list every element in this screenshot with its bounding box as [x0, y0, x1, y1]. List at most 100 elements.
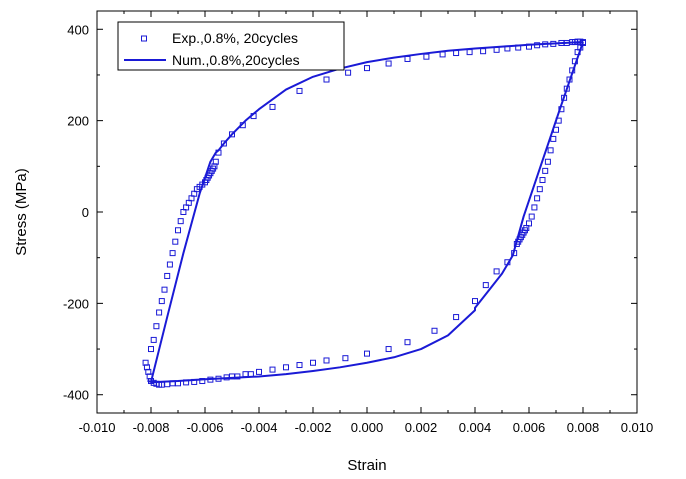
legend: Exp.,0.8%, 20cycles Num.,0.8%,20cycles	[117, 21, 345, 71]
legend-marker-exp	[141, 35, 147, 42]
exp-data-point	[175, 227, 181, 234]
exp-data-point	[296, 87, 303, 94]
exp-data-point	[207, 376, 214, 383]
exp-data-point	[150, 336, 157, 343]
series-layer	[142, 38, 586, 388]
exp-data-point	[542, 41, 549, 48]
exp-data-point	[342, 355, 349, 362]
exp-data-point	[526, 43, 532, 50]
exp-data-point	[269, 366, 276, 373]
exp-data-point	[453, 314, 460, 321]
exp-data-point	[515, 44, 522, 51]
exp-data-point	[534, 195, 541, 202]
x-tick-label: -0.002	[295, 420, 332, 435]
exp-data-point	[310, 359, 316, 366]
exp-data-point	[558, 106, 565, 113]
exp-data-point	[561, 94, 568, 101]
exp-data-point	[511, 250, 518, 257]
exp-data-point	[229, 131, 235, 138]
exp-data-point	[323, 357, 330, 364]
exp-data-point	[555, 117, 562, 124]
exp-data-point	[158, 298, 165, 305]
y-axis-title: Stress (MPa)	[13, 168, 30, 256]
exp-data-point	[239, 122, 246, 129]
series-line-num	[147, 41, 584, 383]
x-tick-label: 0.010	[621, 420, 654, 435]
exp-data-point	[482, 282, 489, 289]
x-tick-label: 0.002	[405, 420, 438, 435]
x-tick-label: 0.008	[567, 420, 600, 435]
exp-data-point	[215, 149, 222, 156]
exp-data-point	[574, 49, 581, 56]
x-tick-label: 0.006	[513, 420, 546, 435]
exp-data-point	[283, 364, 289, 371]
x-tick-label: 0.000	[351, 420, 384, 435]
y-tick-label: -400	[63, 388, 89, 403]
exp-data-point	[553, 126, 559, 133]
legend-label-exp: Exp.,0.8%, 20cycles	[172, 30, 298, 46]
exp-data-point	[539, 177, 546, 184]
exp-data-point	[161, 286, 168, 293]
exp-data-point	[431, 327, 438, 334]
exp-data-point	[534, 42, 541, 49]
plot-frame	[96, 10, 638, 414]
exp-data-point	[250, 113, 257, 120]
x-tick-label: 0.004	[459, 420, 492, 435]
x-axis: -0.010 -0.008 -0.006 -0.004 -0.002 0.000 0.002…	[79, 11, 654, 435]
exp-data-point	[242, 371, 249, 378]
exp-data-point	[536, 186, 543, 193]
exp-data-point	[183, 379, 190, 386]
exp-data-point	[544, 158, 551, 165]
y-tick-label: -200	[63, 296, 89, 311]
exp-data-point	[547, 147, 554, 154]
exp-data-point	[504, 259, 511, 266]
exp-data-point	[385, 60, 392, 67]
y-tick-label: 200	[67, 114, 89, 129]
y-tick-label: 0	[82, 205, 89, 220]
exp-data-point	[542, 167, 549, 174]
exp-data-point	[296, 362, 303, 369]
exp-data-point	[580, 39, 586, 46]
exp-data-point	[364, 350, 370, 357]
exp-data-point	[404, 339, 411, 346]
exp-data-point	[423, 53, 430, 60]
exp-data-point	[166, 261, 173, 268]
exp-data-point	[142, 359, 149, 366]
exp-data-point	[531, 204, 538, 211]
exp-data-point	[493, 46, 500, 53]
exp-data-point	[571, 58, 578, 65]
exp-data-point	[323, 76, 330, 83]
legend-label-num: Num.,0.8%,20cycles	[172, 52, 300, 68]
y-tick-label: 400	[67, 22, 89, 37]
legend-box	[117, 21, 345, 71]
exp-data-point	[513, 240, 520, 247]
exp-data-point	[269, 103, 276, 110]
exp-data-point	[439, 51, 446, 58]
exp-data-point	[223, 374, 230, 381]
plot-area	[96, 10, 638, 414]
exp-data-point	[550, 135, 557, 142]
exp-data-point	[177, 218, 184, 225]
exp-data-point	[212, 158, 219, 165]
exp-data-point	[566, 76, 573, 83]
exp-data-point	[569, 67, 576, 74]
exp-data-point	[493, 268, 500, 275]
x-tick-label: -0.006	[187, 420, 224, 435]
exp-data-point	[148, 346, 154, 353]
exp-data-point	[480, 48, 487, 55]
exp-data-point	[153, 323, 160, 330]
exp-data-point	[199, 378, 206, 385]
exp-data-point	[550, 40, 557, 47]
exp-data-point	[345, 69, 352, 76]
exp-data-point	[563, 85, 570, 92]
exp-data-point	[215, 375, 222, 382]
exp-data-point	[220, 140, 227, 147]
exp-data-point	[528, 213, 535, 220]
exp-data-point	[504, 45, 511, 52]
exp-data-point	[385, 346, 392, 353]
exp-data-point	[364, 65, 370, 72]
exp-data-point	[164, 272, 171, 279]
x-tick-label: -0.004	[241, 420, 278, 435]
exp-data-point	[256, 368, 262, 375]
